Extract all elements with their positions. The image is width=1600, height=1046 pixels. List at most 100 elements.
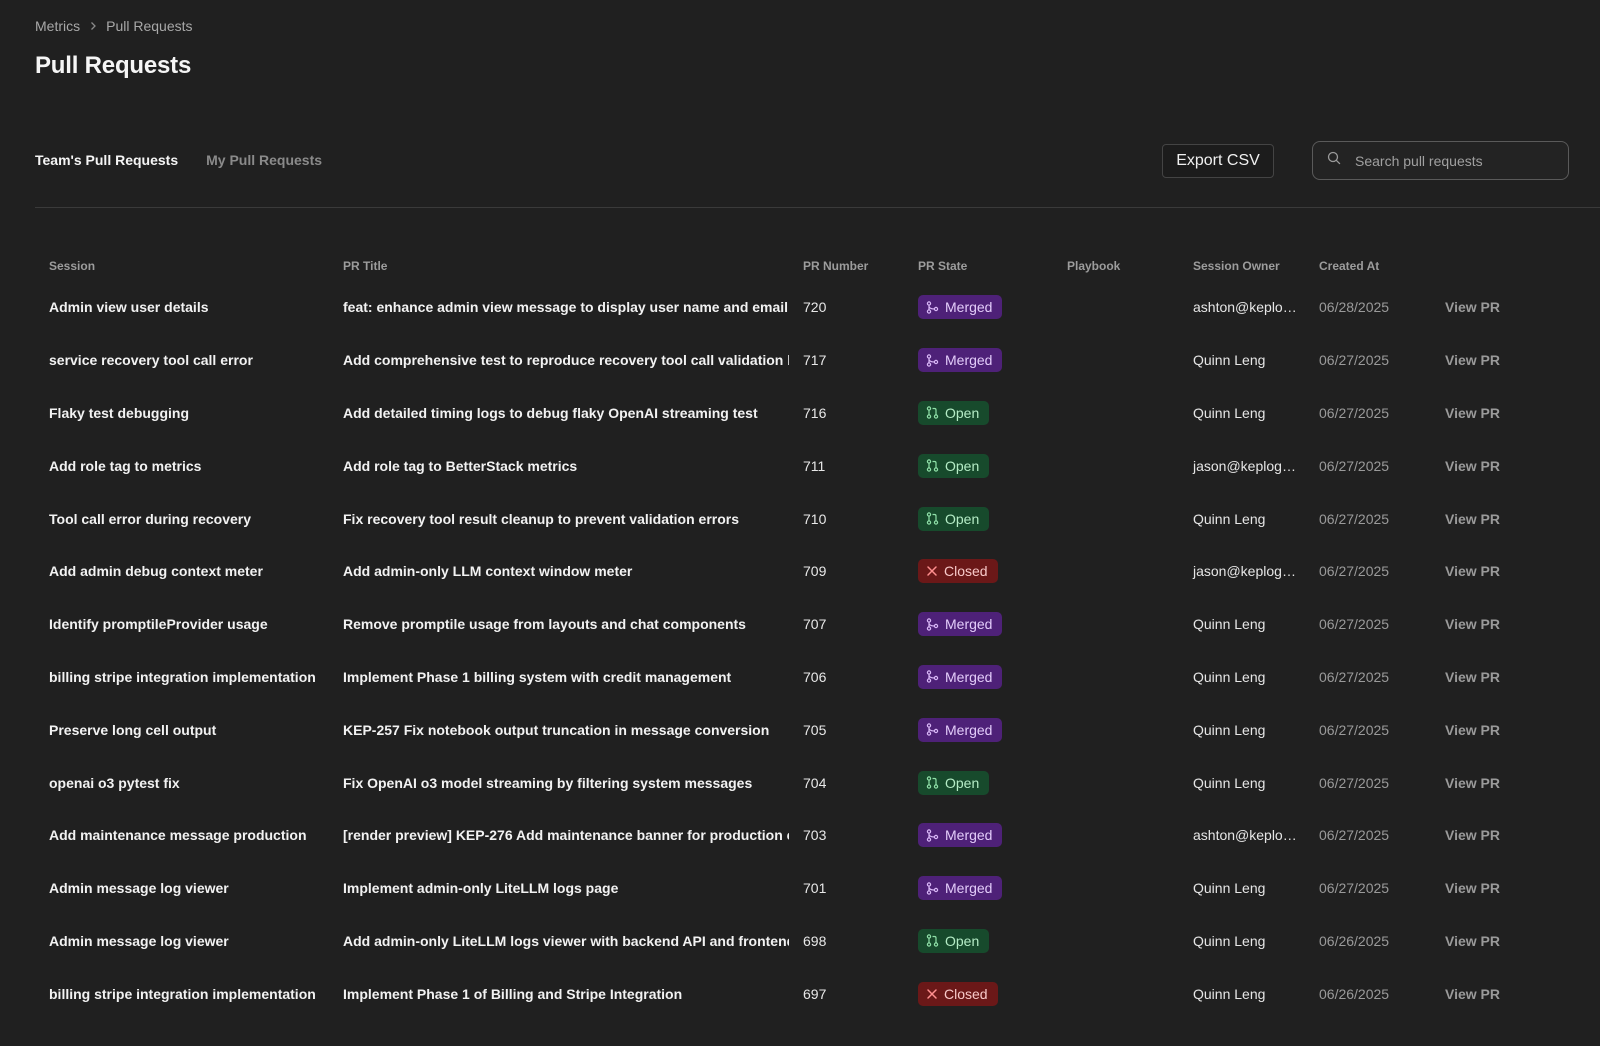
playbook-cell: [1053, 703, 1179, 756]
table-row[interactable]: Identify promptileProvider usage Remove p…: [35, 598, 1575, 651]
table-row[interactable]: Add role tag to metrics Add role tag to B…: [35, 439, 1575, 492]
session-cell: service recovery tool call error: [49, 352, 253, 369]
playbook-cell: [1053, 651, 1179, 704]
pr-state-cell: Merged: [904, 651, 1053, 704]
session-cell: Identify promptileProvider usage: [49, 616, 268, 633]
view-pr-link[interactable]: View PR: [1445, 352, 1500, 369]
view-pr-link[interactable]: View PR: [1445, 299, 1500, 316]
playbook-cell: [1053, 809, 1179, 862]
pr-state-cell: Open: [904, 756, 1053, 809]
search-input[interactable]: [1355, 152, 1545, 169]
merged-icon: [926, 353, 939, 367]
view-pr-link[interactable]: View PR: [1445, 510, 1500, 527]
status-badge: Open: [918, 453, 990, 478]
status-badge: Merged: [918, 717, 1003, 742]
view-pr-link[interactable]: View PR: [1445, 721, 1500, 738]
column-header-pr-title[interactable]: PR Title: [343, 258, 388, 273]
pr-number-cell: 711: [803, 457, 826, 474]
playbook-cell: [1053, 756, 1179, 809]
table-row[interactable]: Preserve long cell output KEP-257 Fix not…: [35, 703, 1575, 756]
view-pr-link[interactable]: View PR: [1445, 774, 1500, 791]
pr-number-cell: 709: [803, 563, 827, 580]
created-at-cell: 06/27/2025: [1319, 616, 1390, 633]
table-row[interactable]: Flaky test debugging Add detailed timing …: [35, 387, 1575, 440]
pr-state-cell: Open: [904, 915, 1053, 968]
table-row[interactable]: Tool call error during recovery Fix recov…: [35, 492, 1575, 545]
table-row[interactable]: billing stripe integration implementatio…: [35, 651, 1575, 704]
pr-title-cell: Implement Phase 1 billing system with cr…: [343, 668, 732, 685]
session-cell: billing stripe integration implementatio…: [49, 668, 316, 685]
export-csv-button[interactable]: Export CSV: [1162, 144, 1274, 178]
column-header-created-at[interactable]: Created At: [1319, 258, 1380, 273]
column-header-session-owner[interactable]: Session Owner: [1193, 258, 1280, 273]
status-badge-label: Open: [945, 404, 980, 421]
view-pr-link[interactable]: View PR: [1445, 827, 1500, 844]
table-row[interactable]: openai o3 pytest fix Fix OpenAI o3 model …: [35, 756, 1575, 809]
table-row[interactable]: Add admin debug context meter Add admin-o…: [35, 545, 1575, 598]
column-header-pr-number[interactable]: PR Number: [803, 258, 869, 273]
table-row[interactable]: Admin message log viewer Implement admin-…: [35, 862, 1575, 915]
pull-requests-table: Session PR Title PR Number PR State Play…: [35, 250, 1575, 1020]
playbook-cell: [1053, 967, 1179, 1020]
session-cell: Add role tag to metrics: [49, 457, 202, 474]
playbook-cell: [1053, 915, 1179, 968]
session-owner-cell: jason@keplogic....: [1193, 457, 1305, 474]
column-header-session[interactable]: Session: [49, 258, 96, 273]
session-owner-cell: Quinn Leng: [1193, 352, 1266, 369]
session-owner-cell: Quinn Leng: [1193, 932, 1266, 949]
view-pr-link[interactable]: View PR: [1445, 563, 1500, 580]
status-badge-label: Closed: [944, 985, 988, 1002]
pr-number-cell: 716: [803, 404, 827, 421]
search-box[interactable]: [1312, 141, 1569, 180]
status-badge-label: Merged: [945, 721, 993, 738]
pr-number-cell: 701: [803, 880, 827, 897]
pr-title-cell: Add role tag to BetterStack metrics: [343, 457, 578, 474]
created-at-cell: 06/27/2025: [1319, 457, 1390, 474]
status-badge: Merged: [918, 664, 1003, 689]
pr-number-cell: 704: [803, 774, 827, 791]
close-icon: [926, 988, 938, 1000]
column-header-pr-state[interactable]: PR State: [918, 258, 968, 273]
column-header-actions: [1431, 250, 1575, 281]
session-cell: Add maintenance message production: [49, 827, 307, 844]
table-row[interactable]: Admin message log viewer Add admin-only L…: [35, 915, 1575, 968]
view-pr-link[interactable]: View PR: [1445, 668, 1500, 685]
table-row[interactable]: service recovery tool call error Add comp…: [35, 334, 1575, 387]
pr-title-cell: Add detailed timing logs to debug flaky …: [343, 404, 758, 421]
tab-teams-pull-requests[interactable]: Team's Pull Requests: [35, 152, 179, 168]
status-badge-label: Closed: [944, 563, 988, 580]
view-pr-link[interactable]: View PR: [1445, 404, 1500, 421]
session-owner-cell: Quinn Leng: [1193, 880, 1266, 897]
status-badge: Merged: [918, 612, 1003, 637]
status-badge-label: Open: [945, 457, 980, 474]
merged-icon: [926, 829, 939, 842]
table-row[interactable]: Add maintenance message production [rende…: [35, 809, 1575, 862]
pr-state-cell: Merged: [904, 598, 1053, 651]
merged-icon: [926, 881, 939, 895]
status-badge-label: Merged: [945, 616, 993, 633]
tab-my-pull-requests[interactable]: My Pull Requests: [206, 152, 323, 168]
view-pr-link[interactable]: View PR: [1445, 880, 1500, 897]
merged-icon: [926, 670, 939, 684]
breadcrumb-metrics-link[interactable]: Metrics: [35, 18, 81, 34]
table-row[interactable]: billing stripe integration implementatio…: [35, 967, 1575, 1020]
view-pr-link[interactable]: View PR: [1445, 457, 1500, 474]
status-badge: Open: [918, 506, 990, 531]
table-row[interactable]: Admin view user details feat: enhance adm…: [35, 281, 1575, 334]
view-pr-link[interactable]: View PR: [1445, 932, 1500, 949]
status-badge-label: Merged: [945, 880, 993, 897]
column-header-playbook[interactable]: Playbook: [1067, 258, 1121, 273]
created-at-cell: 06/27/2025: [1319, 352, 1390, 369]
playbook-cell: [1053, 862, 1179, 915]
view-pr-link[interactable]: View PR: [1445, 616, 1500, 633]
playbook-cell: [1053, 598, 1179, 651]
view-pr-link[interactable]: View PR: [1445, 985, 1500, 1002]
pr-title-cell: Add comprehensive test to reproduce reco…: [343, 352, 789, 369]
status-badge-label: Open: [945, 774, 980, 791]
pr-number-cell: 698: [803, 932, 827, 949]
status-badge-label: Merged: [945, 299, 993, 316]
created-at-cell: 06/27/2025: [1319, 510, 1390, 527]
pr-state-cell: Merged: [904, 809, 1053, 862]
pr-number-cell: 710: [803, 510, 827, 527]
open-pr-icon: [926, 776, 939, 789]
